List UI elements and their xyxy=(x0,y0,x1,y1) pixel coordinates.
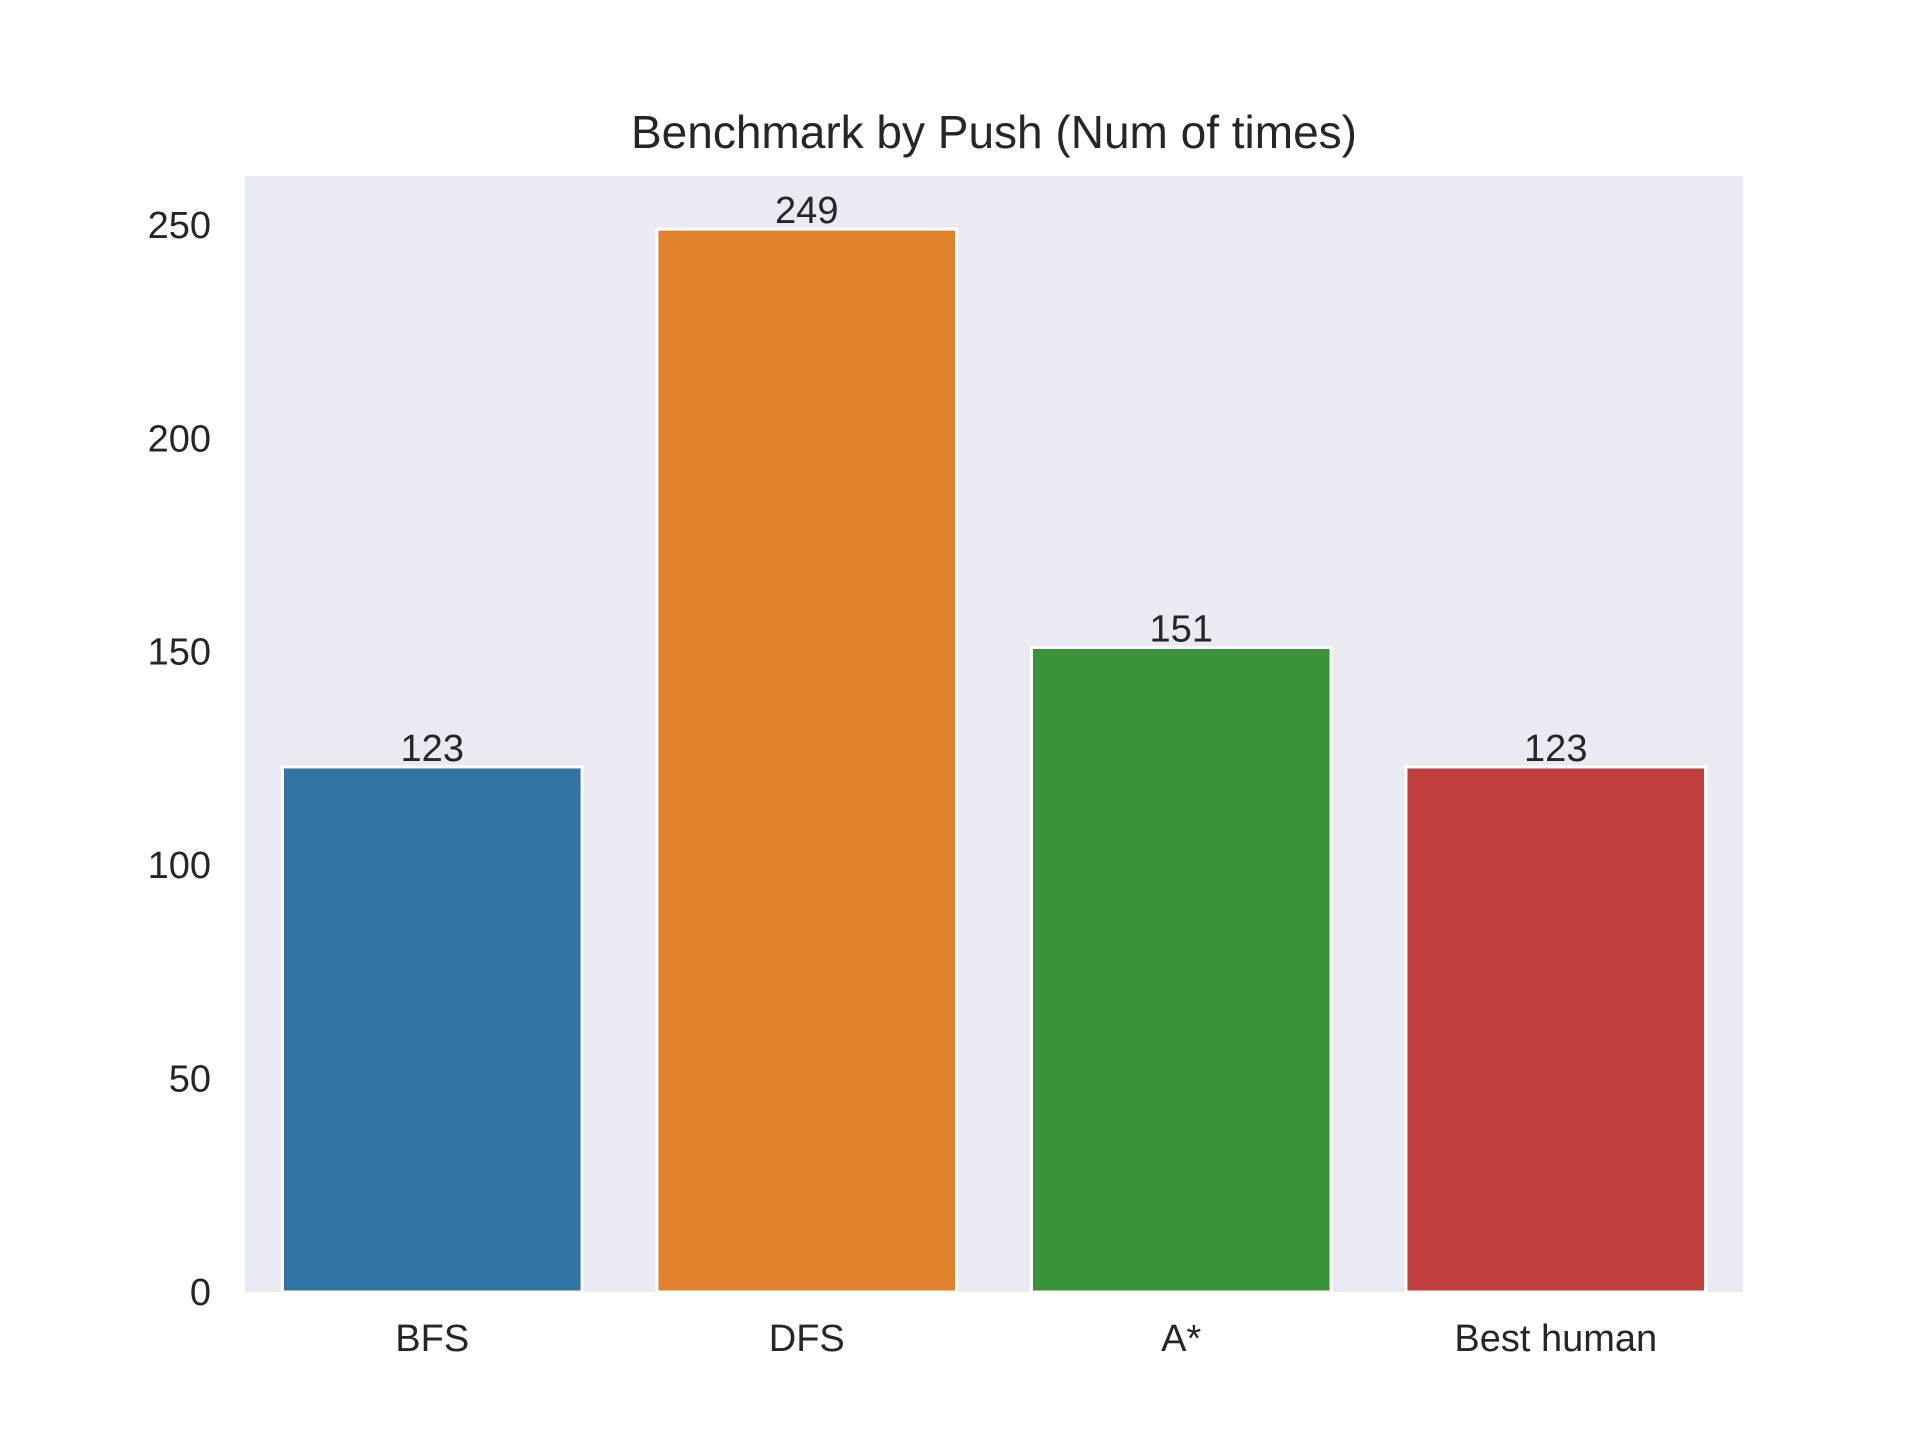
bar-value-label: 123 xyxy=(401,728,464,770)
data-labels-group: 123 249 151 123 xyxy=(401,190,1588,770)
bar-best-human xyxy=(1404,765,1708,1294)
chart-title: Benchmark by Push (Num of times) xyxy=(631,106,1357,158)
bar-a xyxy=(1029,645,1333,1294)
y-tick-label: 0 xyxy=(190,1272,211,1314)
x-tick-label: DFS xyxy=(769,1318,845,1360)
y-tick-label: 150 xyxy=(148,632,211,674)
y-tick-label: 250 xyxy=(148,205,211,247)
y-tick-label: 50 xyxy=(169,1059,211,1101)
y-axis-ticks: 0 50 100 150 200 250 xyxy=(148,205,211,1314)
x-tick-label: Best human xyxy=(1454,1318,1657,1360)
bar-value-label: 123 xyxy=(1524,728,1587,770)
bar-value-label: 151 xyxy=(1150,608,1213,650)
bar-dfs xyxy=(655,227,959,1294)
bars-group xyxy=(280,227,1708,1294)
x-tick-label: A* xyxy=(1161,1318,1201,1360)
y-tick-label: 100 xyxy=(148,845,211,887)
y-tick-label: 200 xyxy=(148,418,211,460)
x-axis-ticks: BFS DFS A* Best human xyxy=(395,1318,1657,1360)
x-tick-label: BFS xyxy=(395,1318,469,1360)
bar-bfs xyxy=(280,765,584,1294)
bar-value-label: 249 xyxy=(775,190,838,232)
